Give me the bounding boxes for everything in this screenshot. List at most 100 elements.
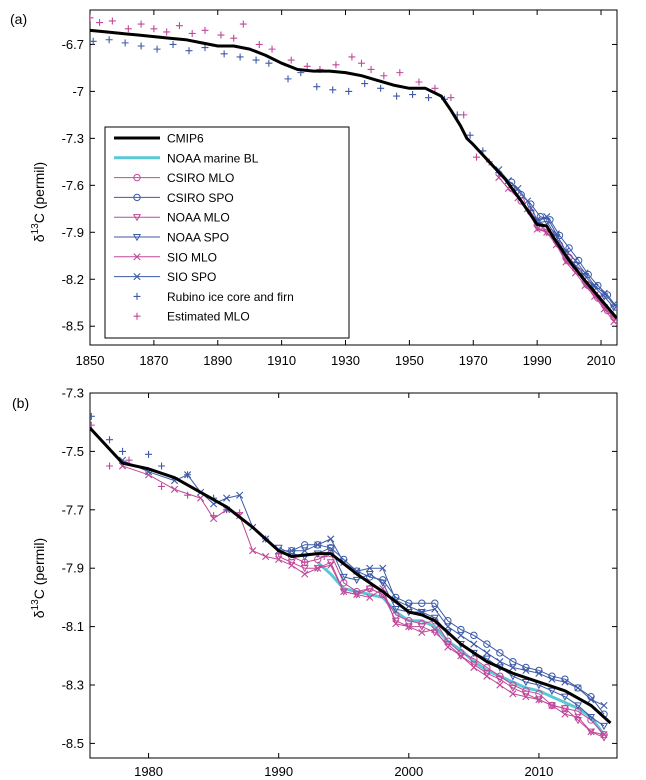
point-estimated-mlo (460, 111, 468, 119)
x-tick-label-a: 1970 (459, 353, 488, 368)
point-rubino-ice-core-and-firn (377, 84, 385, 92)
point-noaa-spo (521, 679, 530, 687)
point-estimated-mlo (415, 78, 423, 86)
point-csiro-spo (457, 625, 465, 634)
point-estimated-mlo (268, 45, 276, 53)
svg-text:δ13C (permil): δ13C (permil) (30, 162, 47, 242)
point-noaa-mlo (560, 705, 570, 713)
series-line-cmip6 (90, 426, 612, 725)
point-sio-spo (571, 256, 580, 265)
point-csiro-spo (496, 649, 504, 657)
point-noaa-mlo (365, 585, 374, 593)
point-noaa-spo (573, 702, 583, 710)
point-rubino-ice-core-and-firn (466, 131, 474, 139)
series-line-cmip6 (90, 28, 617, 320)
point-noaa-mlo (391, 617, 400, 625)
legend-item: CSIRO MLO (114, 171, 234, 185)
legend-swatch-marker (133, 273, 141, 281)
y-axis-label-a: δ13C (permil) (30, 162, 47, 242)
point-csiro-spo (444, 617, 452, 625)
point-rubino-ice-core-and-firn (236, 53, 244, 61)
point-sio-mlo (288, 561, 296, 569)
point-sio-spo (379, 564, 387, 572)
point-estimated-mlo (124, 25, 132, 33)
point-sio-spo (522, 666, 530, 674)
point-estimated-mlo (236, 509, 244, 517)
legend-item: NOAA MLO (114, 211, 230, 225)
legend-swatch-marker (133, 253, 141, 261)
point-csiro-spo (314, 541, 322, 549)
point-sio-mlo (483, 672, 491, 680)
point-sio-spo (548, 675, 556, 683)
legend-label: CMIP6 (167, 132, 204, 146)
point-estimated-mlo (301, 558, 309, 566)
x-tick-label-a: 1930 (331, 353, 360, 368)
point-rubino-ice-core-and-firn (106, 436, 114, 444)
plot-area-a (90, 14, 617, 326)
legend-item: SIO SPO (114, 270, 216, 284)
point-noaa-mlo (495, 676, 504, 684)
point-sio-mlo (496, 681, 504, 689)
point-sio-mlo (522, 693, 530, 701)
point-sio-mlo (314, 564, 322, 572)
point-estimated-mlo (447, 94, 455, 102)
point-estimated-mlo (380, 72, 388, 80)
point-sio-spo (405, 602, 413, 610)
point-noaa-mlo (542, 229, 551, 237)
point-estimated-mlo (175, 22, 183, 30)
legend-box (104, 126, 350, 339)
legend-label: CSIRO SPO (167, 191, 234, 205)
point-rubino-ice-core-and-firn (145, 450, 153, 458)
y-tick-label-b: -8.5 (62, 736, 84, 751)
point-noaa-mlo (482, 670, 491, 678)
y-tick-label-a: -8.5 (62, 319, 84, 334)
x-tick-label-a: 1890 (203, 353, 232, 368)
point-sio-spo (236, 491, 244, 499)
point-estimated-mlo (201, 26, 209, 34)
point-sio-spo (223, 494, 231, 502)
series-cmip6 (90, 426, 612, 725)
y-tick-label-a: -7.9 (62, 225, 84, 240)
x-tick-label-a: 1950 (395, 353, 424, 368)
point-sio-spo (509, 663, 517, 672)
point-csiro-spo (431, 599, 439, 607)
point-csiro-spo (536, 212, 545, 221)
y-tick-label-b: -8.1 (62, 619, 84, 634)
series-line-sio-spo (122, 459, 605, 706)
legend-item: CSIRO SPO (114, 191, 234, 205)
x-tick-label-b: 2010 (524, 764, 553, 779)
point-rubino-ice-core-and-firn (313, 83, 321, 91)
point-sio-spo (366, 564, 374, 572)
point-csiro-spo (418, 599, 426, 607)
point-noaa-mlo (417, 623, 426, 631)
point-sio-mlo (600, 731, 608, 739)
point-noaa-spo (599, 722, 609, 731)
point-sio-spo (600, 701, 608, 710)
point-csiro-spo (555, 231, 564, 240)
point-csiro-spo (483, 640, 491, 648)
point-estimated-mlo (217, 31, 225, 39)
point-sio-mlo (340, 587, 348, 596)
point-sio-spo (543, 213, 551, 221)
legend-item: CMIP6 (114, 132, 204, 146)
point-noaa-spo (430, 614, 439, 623)
point-estimated-mlo (431, 84, 439, 92)
point-rubino-ice-core-and-firn (158, 462, 166, 470)
point-estimated-mlo (348, 53, 356, 61)
point-noaa-spo (326, 544, 335, 552)
y-tick-label-a: -6.7 (62, 37, 84, 52)
plot-area-b (90, 412, 612, 742)
point-rubino-ice-core-and-firn (201, 44, 209, 52)
point-rubino-ice-core-and-firn (329, 86, 337, 94)
legend-item: NOAA SPO (114, 231, 229, 245)
point-estimated-mlo (239, 20, 247, 28)
point-noaa-spo (560, 693, 570, 701)
point-sio-mlo (444, 643, 452, 651)
point-csiro-spo (470, 631, 478, 640)
svg-text:δ13C (permil): δ13C (permil) (30, 538, 47, 618)
point-estimated-mlo (150, 25, 158, 33)
point-sio-mlo (170, 485, 179, 493)
point-rubino-ice-core-and-firn (393, 92, 401, 100)
legend-item: SIO MLO (114, 250, 217, 264)
